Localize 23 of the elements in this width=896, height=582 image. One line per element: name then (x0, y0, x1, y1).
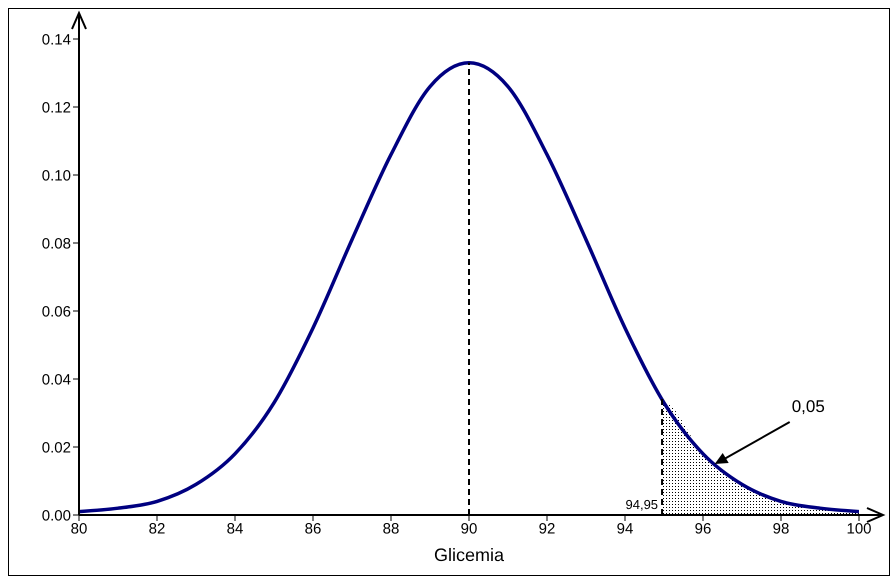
y-tick-label: 0.04 (42, 371, 71, 388)
line-series (79, 61, 859, 514)
y-tick-label: 0.10 (42, 167, 71, 184)
y-tick-label: 0.06 (42, 303, 71, 320)
x-tick-label: 98 (772, 520, 790, 538)
x-axis-title: Glicemia (434, 545, 505, 565)
annotation: 0,05 (792, 397, 825, 416)
x-tick-label: 84 (226, 520, 244, 538)
x-tick-label: 86 (304, 520, 322, 538)
x-tick-label: 92 (538, 520, 556, 538)
x-tick-label: 96 (694, 520, 712, 538)
x-tick-label: 100 (846, 520, 872, 538)
x-tick-label: 94 (616, 520, 634, 538)
x-tick-label: 90 (460, 520, 478, 538)
x-tick-label: 88 (382, 520, 400, 538)
y-tick-label: 0.02 (42, 439, 71, 456)
y-tick-label: 0.08 (42, 235, 71, 252)
y-tick-label: 0.00 (42, 507, 71, 524)
ref-line-label: 94,95 (626, 497, 658, 512)
y-tick-label: 0.14 (42, 31, 71, 48)
y-tick-label: 0.12 (42, 99, 71, 116)
x-tick-label: 82 (148, 520, 166, 538)
x-tick-label: 80 (70, 520, 88, 538)
